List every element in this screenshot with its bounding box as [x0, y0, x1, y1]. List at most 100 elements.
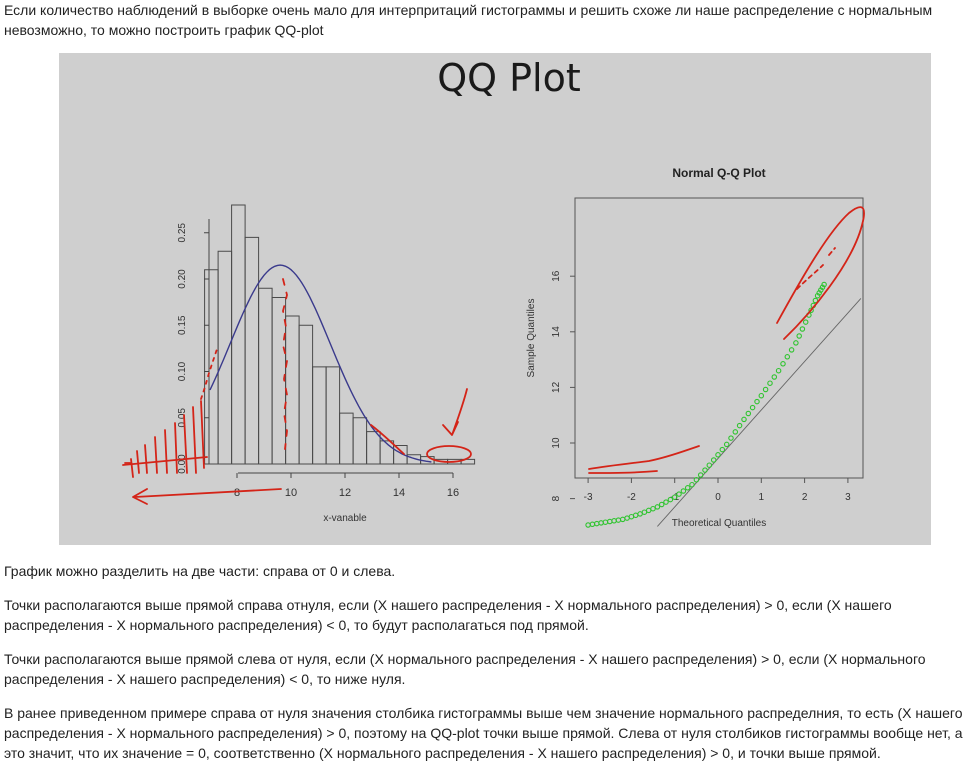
qq-y-tick-label: 14 [551, 326, 562, 338]
qq-x-tick-label: -1 [670, 492, 679, 503]
qq-point [821, 281, 827, 288]
qq-point [796, 333, 802, 339]
qq-x-tick-label: -3 [584, 492, 593, 503]
qq-point [771, 374, 778, 380]
qq-point [715, 452, 721, 458]
intro-text: Если количество наблюдений в выборке оче… [4, 2, 933, 38]
qq-point [741, 416, 747, 423]
tail-circle [426, 445, 472, 463]
hist-bar [312, 366, 327, 465]
hist-y-tick-label: 0.00 [177, 454, 188, 474]
qq-point [676, 491, 682, 497]
qq-point [589, 521, 596, 528]
hist-x-tick-label: 16 [447, 487, 459, 499]
qq-point [723, 441, 730, 448]
normal-density-curve [209, 264, 432, 463]
qq-y-tick-label: 10 [551, 437, 562, 449]
mean-dashed-line [282, 278, 288, 450]
qq-x-label: Theoretical Quantiles [672, 518, 767, 529]
qq-point [689, 481, 695, 488]
figure-svg: QQ Plot 8 10 12 14 16 0.000.050.100.150.200.… [122, 56, 865, 529]
hist-y-tick-label: 0.05 [177, 408, 188, 428]
hist-bar [298, 324, 314, 465]
qq-point [706, 462, 713, 468]
qq-point [728, 435, 734, 441]
qq-y-tick-label: 8 [551, 495, 562, 501]
qq-point [808, 307, 814, 314]
qq-x-tick-label: 2 [802, 492, 808, 503]
hist-x-tick-label: 8 [234, 487, 240, 499]
hist-bar [325, 366, 341, 465]
qq-point [619, 516, 626, 523]
qq-point [793, 340, 799, 346]
hist-x-tick-label: 12 [339, 487, 351, 499]
qq-x-tick-label: 3 [845, 492, 851, 503]
qq-point [641, 509, 648, 515]
qq-point [780, 361, 786, 367]
hist-bar [352, 417, 368, 465]
qq-point [611, 518, 617, 524]
qq-point [663, 499, 669, 505]
hist-bar [366, 431, 381, 465]
qq-point [650, 505, 656, 512]
qq-point [654, 504, 661, 510]
qq-y-label: Sample Quantiles [526, 299, 537, 378]
qq-right-circle [776, 206, 865, 340]
hist-x-tick-label: 10 [285, 487, 297, 499]
paragraph-4: В ранее приведенном примере справа от ну… [4, 705, 963, 761]
slide-title: QQ Plot [437, 56, 581, 100]
qq-point [745, 410, 752, 417]
qq-point [710, 457, 717, 463]
qq-point [594, 520, 600, 527]
qq-point [645, 507, 652, 514]
hist-bar [244, 236, 260, 465]
hist-y-tick-label: 0.10 [177, 361, 188, 381]
qq-point [615, 517, 622, 523]
qq-point [632, 512, 639, 519]
qq-plot-figure: QQ Plot 8 10 12 14 16 0.00 0.05 0.10 0.15 0.20 0.… [59, 53, 931, 545]
qq-point [697, 472, 704, 478]
qq-point [702, 467, 708, 473]
hist-bar [339, 412, 354, 465]
hist-bar [258, 287, 273, 465]
qq-point [602, 519, 609, 525]
down-arrow [442, 388, 468, 436]
qq-point [767, 380, 773, 386]
paragraph-2: Точки располагаются выше прямой справа о… [4, 597, 892, 633]
qq-x-tick-label: -2 [627, 492, 636, 503]
qq-point [754, 398, 760, 405]
qq-point [585, 522, 591, 528]
qq-point [667, 496, 674, 503]
extrapolated-left-baseline [122, 456, 208, 466]
qq-point [684, 485, 691, 491]
qq-title: Normal Q-Q Plot [672, 166, 765, 180]
handwritten-annotations [122, 206, 865, 505]
hist-x-tick-label: 14 [393, 487, 405, 499]
qq-point [693, 477, 700, 483]
qq-point [732, 429, 739, 435]
left-arrow [132, 488, 282, 505]
qq-point [758, 392, 765, 399]
hist-tail-trace [370, 424, 405, 455]
qq-x-tick-label: 1 [759, 492, 765, 503]
hist-y-tick-label: 0.20 [177, 269, 188, 289]
qq-point [624, 515, 630, 521]
hist-y-tick-label: 0.25 [177, 223, 188, 243]
hist-y-tick-label: 0.15 [177, 315, 188, 335]
qq-y-tick-label: 16 [551, 270, 562, 282]
qq-point [812, 297, 819, 304]
qq-plot-frame [574, 197, 864, 479]
qq-point [658, 501, 665, 508]
qq-point [784, 354, 791, 360]
qq-point [762, 386, 769, 393]
qq-point [628, 513, 635, 520]
qq-point [719, 446, 726, 453]
hist-x-label: x-vanable [323, 513, 367, 524]
qq-point [607, 518, 613, 525]
qq-left-outline-bottom [588, 470, 658, 474]
qq-point [749, 404, 756, 411]
extrapolated-curve-dots [200, 348, 218, 400]
qq-point [637, 511, 643, 517]
qq-x-tick-label: 0 [715, 492, 721, 503]
